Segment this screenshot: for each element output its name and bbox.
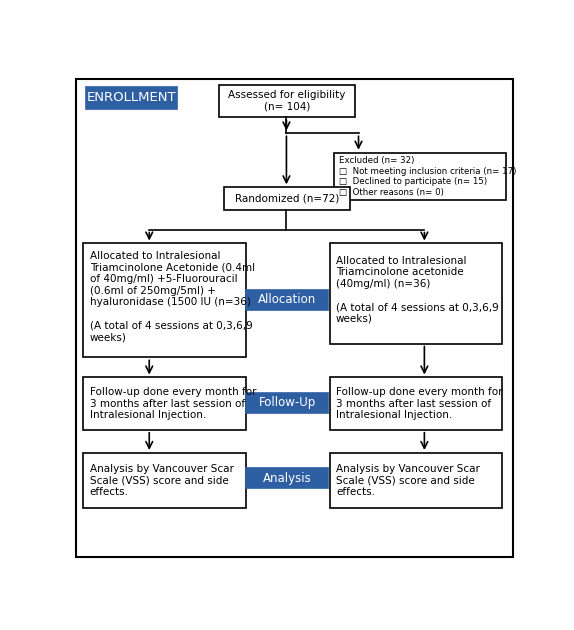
FancyBboxPatch shape bbox=[246, 393, 328, 413]
Text: Assessed for eligibility
(n= 104): Assessed for eligibility (n= 104) bbox=[228, 90, 346, 112]
Text: Follow-up done every month for
3 months after last session of
Intralesional Inje: Follow-up done every month for 3 months … bbox=[90, 387, 256, 420]
Text: Allocation: Allocation bbox=[258, 293, 316, 306]
FancyBboxPatch shape bbox=[246, 290, 328, 310]
Text: Analysis by Vancouver Scar
Scale (VSS) score and side
effects.: Analysis by Vancouver Scar Scale (VSS) s… bbox=[336, 464, 480, 497]
FancyBboxPatch shape bbox=[76, 79, 513, 557]
FancyBboxPatch shape bbox=[246, 468, 328, 488]
FancyBboxPatch shape bbox=[83, 377, 246, 430]
Text: Allocated to Intralesional
Triamcinolone acetonide
(40mg/ml) (n=36)

(A total of: Allocated to Intralesional Triamcinolone… bbox=[336, 256, 499, 324]
FancyBboxPatch shape bbox=[83, 243, 246, 357]
FancyBboxPatch shape bbox=[83, 453, 246, 508]
FancyBboxPatch shape bbox=[86, 87, 177, 109]
Text: Follow-Up: Follow-Up bbox=[258, 396, 316, 410]
FancyBboxPatch shape bbox=[330, 453, 502, 508]
Text: Analysis: Analysis bbox=[263, 472, 312, 485]
FancyBboxPatch shape bbox=[330, 377, 502, 430]
Text: Analysis by Vancouver Scar
Scale (VSS) score and side
effects.: Analysis by Vancouver Scar Scale (VSS) s… bbox=[90, 464, 234, 497]
Text: Follow-up done every month for
3 months after last session of
Intralesional Inje: Follow-up done every month for 3 months … bbox=[336, 387, 502, 420]
Text: ENROLLMENT: ENROLLMENT bbox=[87, 91, 176, 105]
Text: Excluded (n= 32)
□  Not meeting inclusion criteria (n= 17)
□  Declined to partic: Excluded (n= 32) □ Not meeting inclusion… bbox=[339, 156, 517, 197]
FancyBboxPatch shape bbox=[224, 187, 350, 210]
Text: Allocated to Intralesional
Triamcinolone Acetonide (0.4ml
of 40mg/ml) +5-Fluorou: Allocated to Intralesional Triamcinolone… bbox=[90, 251, 255, 342]
FancyBboxPatch shape bbox=[330, 243, 502, 343]
Text: Randomized (n=72): Randomized (n=72) bbox=[235, 194, 339, 203]
FancyBboxPatch shape bbox=[333, 152, 506, 200]
FancyBboxPatch shape bbox=[219, 85, 355, 117]
